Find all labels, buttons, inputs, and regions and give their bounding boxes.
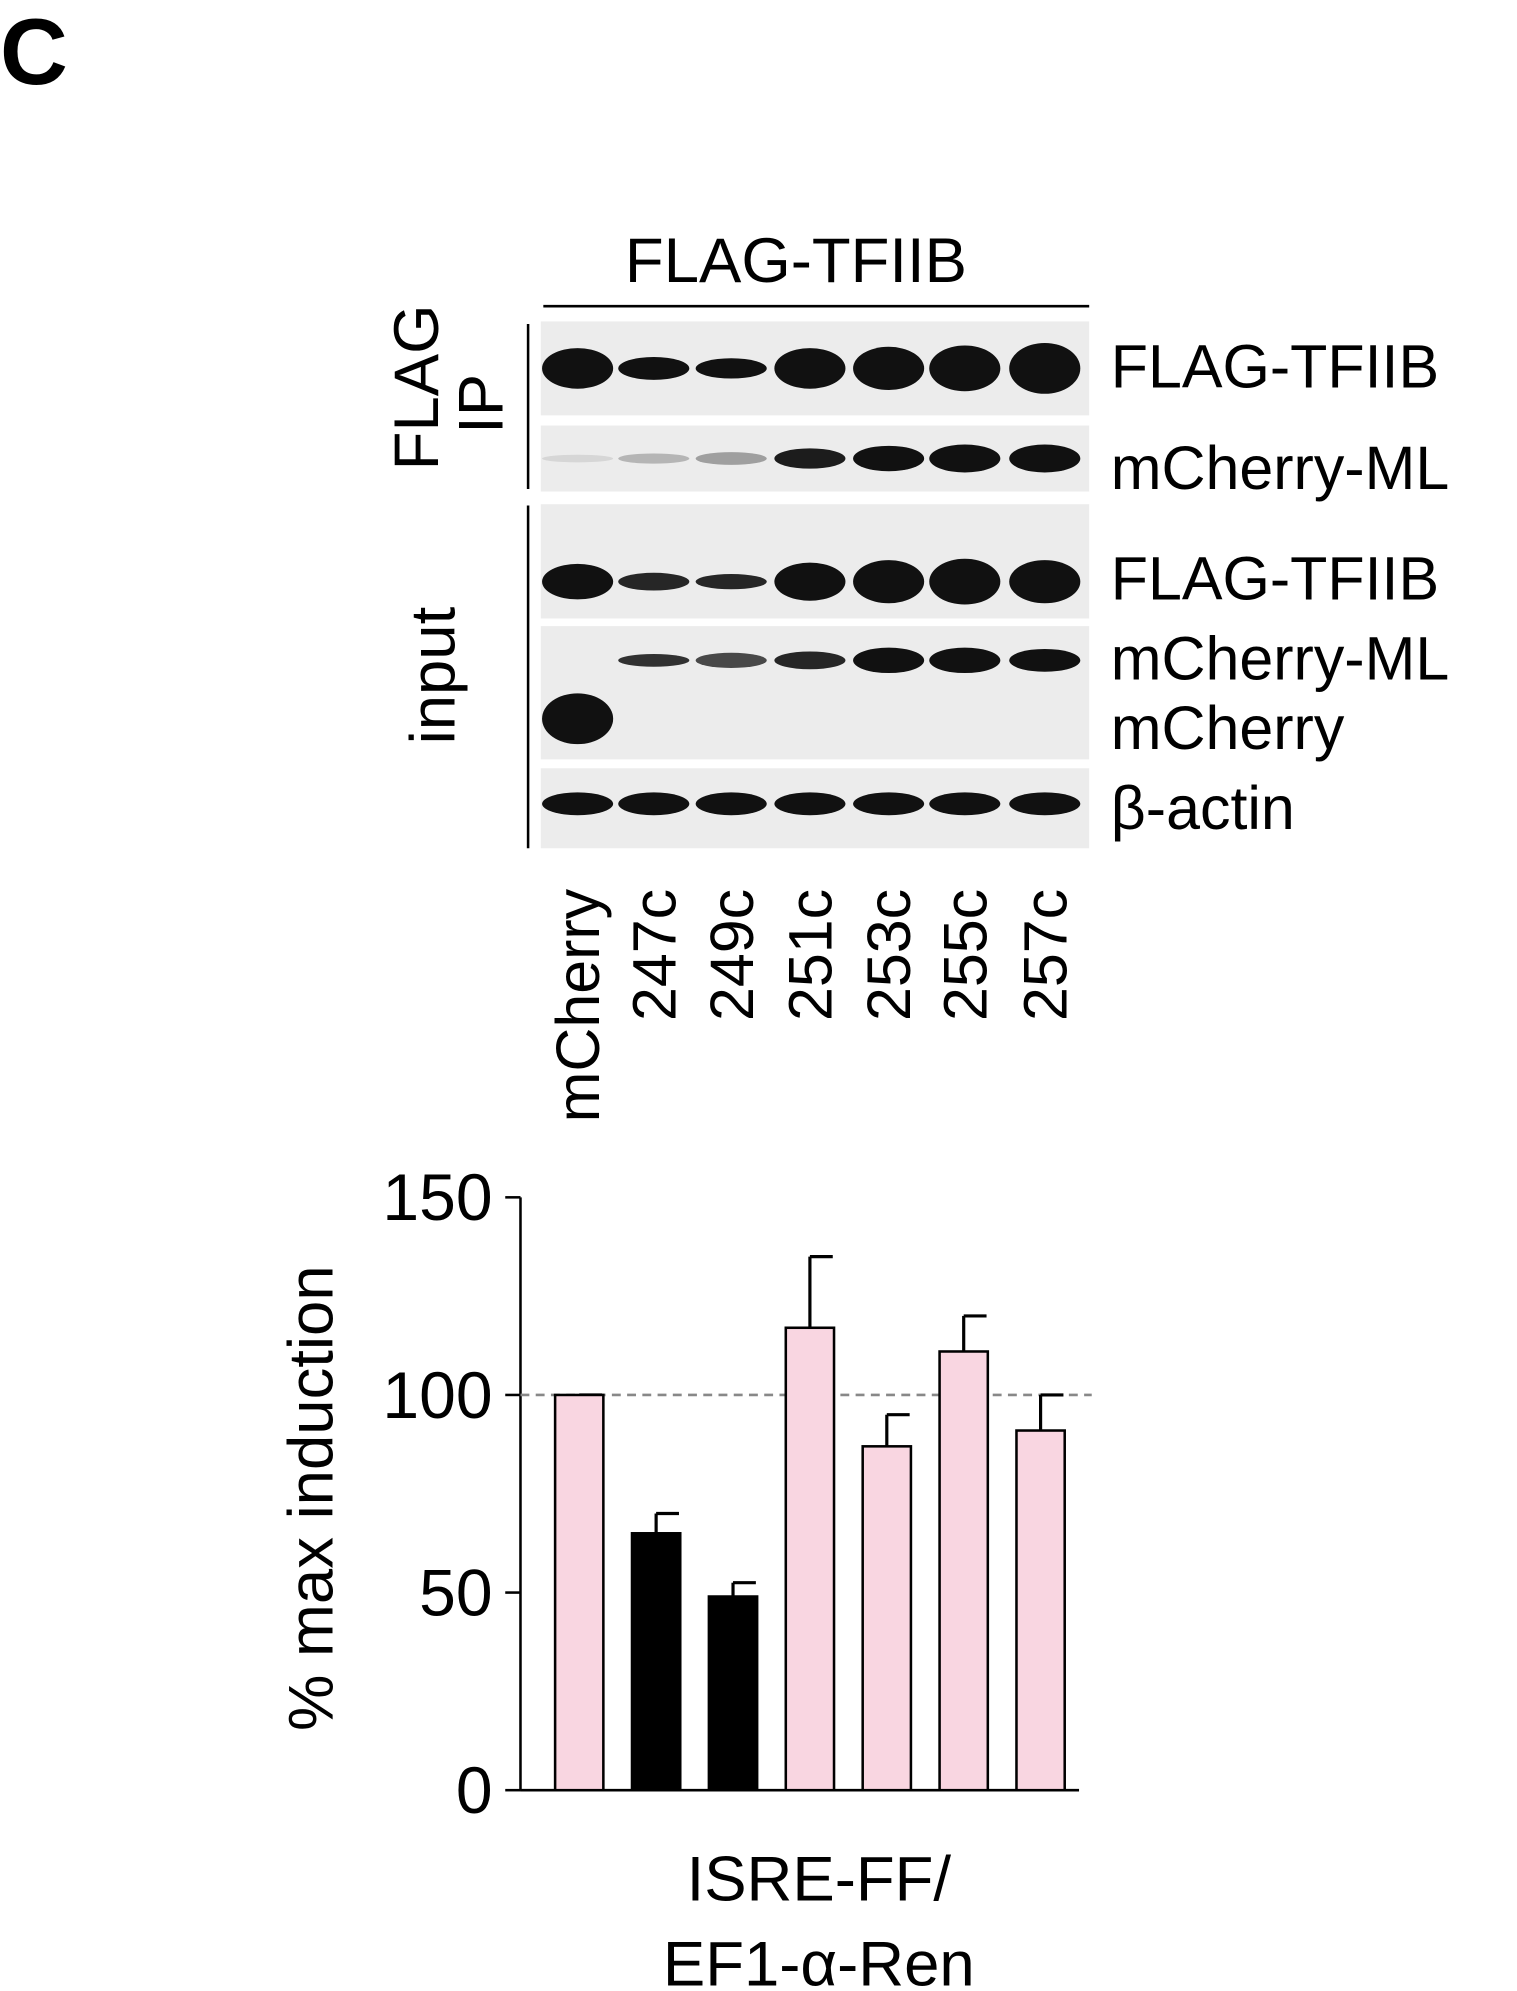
y-tick-label: 0 xyxy=(456,1753,493,1827)
blot-band xyxy=(853,346,925,390)
blot-band xyxy=(929,345,1001,392)
blot-band xyxy=(929,558,1001,605)
lane-label: 251c xyxy=(776,889,844,1021)
blot-band xyxy=(618,356,690,380)
ip-label: FLAG xyxy=(382,305,452,471)
blot-panel xyxy=(540,626,1090,760)
y-tick-label: 150 xyxy=(382,1160,492,1234)
x-axis-label: EF1-α-Ren xyxy=(663,1930,975,1991)
ip-label: IP xyxy=(447,374,517,434)
bar xyxy=(938,1350,990,1792)
blot-band xyxy=(853,647,925,674)
row-label: mCherry-ML xyxy=(1111,624,1449,692)
lane-label: 257c xyxy=(1011,889,1079,1021)
blot-band xyxy=(774,792,846,816)
lane-label: 249c xyxy=(698,889,766,1021)
bar xyxy=(861,1445,913,1792)
lane-label: 247c xyxy=(620,889,688,1021)
bar xyxy=(707,1595,759,1792)
blot-band xyxy=(853,792,925,816)
blot-band xyxy=(695,792,767,816)
blot-band xyxy=(618,572,690,591)
blot-band xyxy=(618,792,690,816)
row-label: β-actin xyxy=(1111,774,1295,842)
blot-band xyxy=(853,445,925,472)
blot-band xyxy=(774,651,846,670)
blot-band xyxy=(774,562,846,601)
bar xyxy=(553,1393,605,1792)
bar xyxy=(784,1326,836,1792)
blot-band xyxy=(542,454,614,463)
blot-header: FLAG-TFIIB xyxy=(625,226,967,296)
blot-band xyxy=(695,574,767,590)
blot-panel xyxy=(540,504,1090,619)
blot-band xyxy=(618,453,690,464)
blot-band xyxy=(929,792,1001,816)
row-label: mCherry xyxy=(1111,694,1345,762)
blot-band xyxy=(929,647,1001,674)
blot-band xyxy=(542,693,614,745)
y-tick-label: 50 xyxy=(419,1555,492,1629)
blot-band xyxy=(618,654,690,667)
row-label: FLAG-TFIIB xyxy=(1111,332,1439,400)
lane-label: 255c xyxy=(931,889,999,1021)
input-label: input xyxy=(398,606,468,744)
blot-band xyxy=(1009,792,1081,816)
bar xyxy=(1015,1429,1066,1792)
panel-label: C xyxy=(0,0,68,104)
y-axis-label: % max induction xyxy=(277,1265,347,1731)
row-label: mCherry-ML xyxy=(1111,434,1449,502)
blot-band xyxy=(542,563,614,600)
blot-band xyxy=(774,348,846,389)
blot-band xyxy=(695,452,767,465)
blot-band xyxy=(853,560,925,604)
blot-band xyxy=(929,444,1001,473)
bar xyxy=(630,1532,682,1792)
blot-band xyxy=(1009,560,1081,604)
lane-label: 253c xyxy=(855,889,923,1021)
blot-band xyxy=(1009,444,1081,473)
y-tick-label: 100 xyxy=(382,1358,492,1432)
blot-band xyxy=(695,358,767,379)
blot-band xyxy=(774,448,846,469)
blot xyxy=(540,321,1090,849)
x-axis-label: ISRE-FF/ xyxy=(687,1845,952,1915)
blot-band xyxy=(542,348,614,389)
blot-band xyxy=(1009,648,1081,672)
row-label: FLAG-TFIIB xyxy=(1111,544,1439,612)
blot-band xyxy=(1009,342,1081,394)
lane-label: mCherry xyxy=(544,888,612,1122)
blot-band xyxy=(695,652,767,668)
blot-band xyxy=(542,792,614,816)
